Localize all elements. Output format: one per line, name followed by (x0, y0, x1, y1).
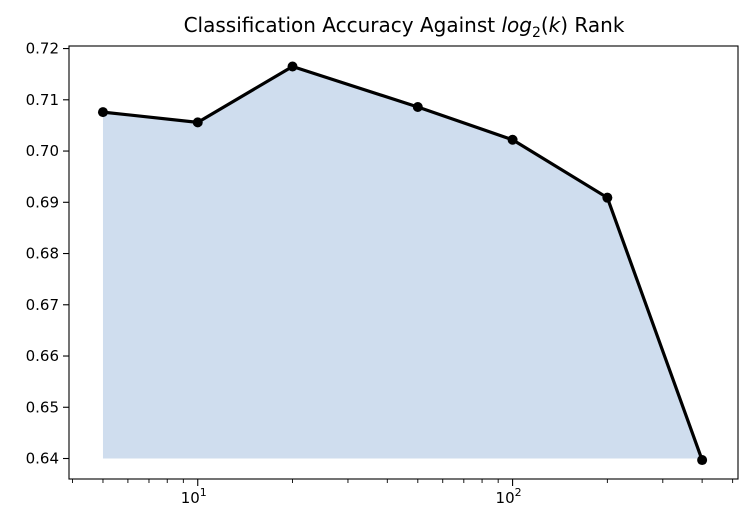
y-tick-label: 0.68 (26, 245, 59, 263)
data-point (412, 101, 423, 112)
data-point (97, 107, 108, 118)
area-fill (102, 66, 703, 461)
data-point (602, 192, 613, 203)
data-point (697, 455, 708, 466)
x-tick-label: 101 (181, 486, 207, 507)
data-point (507, 134, 518, 145)
chart-title-suffix: ) Rank (560, 13, 625, 37)
chart-title-open-paren: ( (541, 13, 549, 37)
y-tick-label: 0.69 (26, 193, 59, 211)
y-tick-label: 0.71 (26, 91, 59, 109)
y-tick-label: 0.65 (26, 398, 59, 416)
chart-title-prefix: Classification Accuracy Against (184, 13, 502, 37)
data-point (287, 61, 298, 72)
y-tick-label: 0.67 (26, 296, 59, 314)
chart-title-subscript: 2 (532, 25, 541, 41)
x-tick-label: 102 (496, 486, 522, 507)
plot-area: 0.64 0.65 0.66 0.67 0.68 0.69 0.70 0.71 0.72 101 1… (26, 40, 739, 507)
y-tick-label: 0.72 (26, 40, 59, 58)
chart-title: Classification Accuracy Against log2(k) … (184, 13, 625, 41)
data-point (192, 117, 203, 128)
chart-title-k: k (549, 13, 562, 37)
plot-frame (68, 45, 739, 480)
y-tick-label: 0.66 (26, 347, 59, 365)
y-tick-label: 0.70 (26, 142, 59, 160)
y-tick-label: 0.64 (26, 450, 59, 468)
chart-title-log: log (501, 13, 532, 37)
